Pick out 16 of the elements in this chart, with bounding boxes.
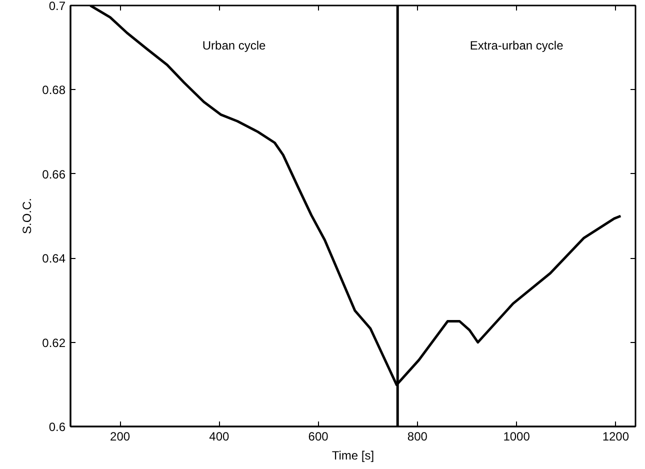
y-tick-label: 0.6 [48, 420, 66, 434]
annotation: Urban cycle [202, 38, 266, 52]
x-axis-title: Time [s] [332, 448, 374, 462]
x-tick-label: 200 [110, 430, 130, 444]
annotation: Extra-urban cycle [470, 38, 564, 52]
y-tick-label: 0.64 [42, 252, 66, 266]
y-axis-title: S.O.C. [20, 198, 34, 234]
y-tick-label: 0.66 [42, 167, 66, 182]
y-tick-label: 0.62 [42, 336, 66, 350]
x-tick-label: 1200 [602, 430, 630, 444]
x-tick-label: 400 [209, 430, 230, 444]
x-tick-label: 600 [308, 430, 329, 444]
x-tick-label: 800 [407, 430, 428, 444]
y-tick-label: 0.68 [42, 83, 66, 98]
x-tick-label: 1000 [503, 430, 530, 444]
y-tick-label: 0.7 [48, 0, 66, 13]
